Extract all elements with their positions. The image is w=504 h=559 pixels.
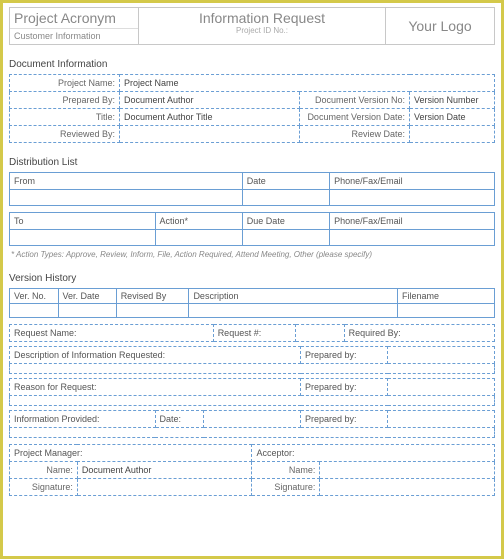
request-table: Request Name: Request #: Required By: [9, 324, 495, 342]
project-id-label: Project ID No.: [139, 26, 385, 35]
header-center: Information Request Project ID No.: [139, 7, 385, 45]
cell-request-no [296, 325, 345, 342]
info-provided-table: Information Provided: Date: Prepared by: [9, 410, 495, 438]
dist-list-to-table: To Action* Due Date Phone/Fax/Email [9, 212, 495, 246]
value-review-date [410, 126, 495, 143]
signoff-table: Project Manager: Acceptor: Name: Documen… [9, 444, 495, 496]
label-prepared-by: Prepared By: [10, 92, 120, 109]
header-left: Project Acronym Customer Information [9, 7, 139, 45]
label-version-no: Document Version No: [300, 92, 410, 109]
header-ver-no: Ver. No. [10, 289, 59, 304]
label-pm-name: Name: [10, 462, 78, 479]
value-acc-name [320, 462, 495, 479]
value-prepared-by: Document Author [120, 92, 300, 109]
value-version-no: Version Number [410, 92, 495, 109]
value-reviewed-by [120, 126, 300, 143]
doc-info-table: Project Name: Project Name Prepared By: … [9, 74, 495, 143]
header-due-date: Due Date [242, 213, 329, 230]
dist-list-title: Distribution List [9, 157, 495, 168]
label-description: Description of Information Requested: [10, 347, 301, 364]
logo-placeholder: Your Logo [385, 7, 495, 45]
value-pm-name: Document Author [77, 462, 252, 479]
header-action: Action* [155, 213, 242, 230]
cell-phone [330, 190, 495, 206]
label-reviewed-by: Reviewed By: [10, 126, 120, 143]
header-phone: Phone/Fax/Email [330, 173, 495, 190]
cell-action [155, 230, 242, 246]
header-filename: Filename [398, 289, 495, 304]
cell-phone2 [330, 230, 495, 246]
version-history-title: Version History [9, 273, 495, 284]
version-history-table: Ver. No. Ver. Date Revised By Descriptio… [9, 288, 495, 318]
doc-info-title: Document Information [9, 59, 495, 70]
value-title: Document Author Title [120, 109, 300, 126]
value-project-name: Project Name [120, 75, 495, 92]
header-ver-date: Ver. Date [58, 289, 116, 304]
cell-prepared-by3 [388, 411, 495, 428]
label-date: Date: [155, 411, 204, 428]
project-acronym: Project Acronym [10, 8, 138, 28]
cell-from [10, 190, 243, 206]
header-to: To [10, 213, 156, 230]
label-info-provided: Information Provided: [10, 411, 156, 428]
label-pm-sig: Signature: [10, 479, 78, 496]
dist-list-table: From Date Phone/Fax/Email [9, 172, 495, 206]
label-review-date: Review Date: [300, 126, 410, 143]
label-title: Title: [10, 109, 120, 126]
value-pm-sig [77, 479, 252, 496]
action-footnote: * Action Types: Approve, Review, Inform,… [11, 250, 495, 259]
cell-prepared-by1 [388, 347, 495, 364]
label-acc-name: Name: [252, 462, 320, 479]
cell-date [242, 190, 329, 206]
label-prepared-by2: Prepared by: [301, 379, 388, 396]
label-acceptor: Acceptor: [252, 445, 495, 462]
header-phone2: Phone/Fax/Email [330, 213, 495, 230]
reason-table: Reason for Request: Prepared by: [9, 378, 495, 406]
label-version-date: Document Version Date: [300, 109, 410, 126]
page: Project Acronym Customer Information Inf… [0, 0, 504, 559]
desc-table: Description of Information Requested: Pr… [9, 346, 495, 374]
label-prepared-by1: Prepared by: [301, 347, 388, 364]
value-acc-sig [320, 479, 495, 496]
header-title: Information Request [139, 8, 385, 26]
label-prepared-by3: Prepared by: [301, 411, 388, 428]
header-revised-by: Revised By [116, 289, 189, 304]
cell-date2 [204, 411, 301, 428]
customer-info: Customer Information [10, 28, 138, 43]
cell-due [242, 230, 329, 246]
header-description: Description [189, 289, 398, 304]
label-request-name: Request Name: [10, 325, 214, 342]
label-project-name: Project Name: [10, 75, 120, 92]
header-date: Date [242, 173, 329, 190]
label-pm: Project Manager: [10, 445, 252, 462]
value-version-date: Version Date [410, 109, 495, 126]
header-from: From [10, 173, 243, 190]
cell-prepared-by2 [388, 379, 495, 396]
label-request-no: Request #: [213, 325, 295, 342]
label-required-by: Required By: [344, 325, 494, 342]
label-reason: Reason for Request: [10, 379, 301, 396]
cell-to [10, 230, 156, 246]
header: Project Acronym Customer Information Inf… [9, 7, 495, 45]
label-acc-sig: Signature: [252, 479, 320, 496]
